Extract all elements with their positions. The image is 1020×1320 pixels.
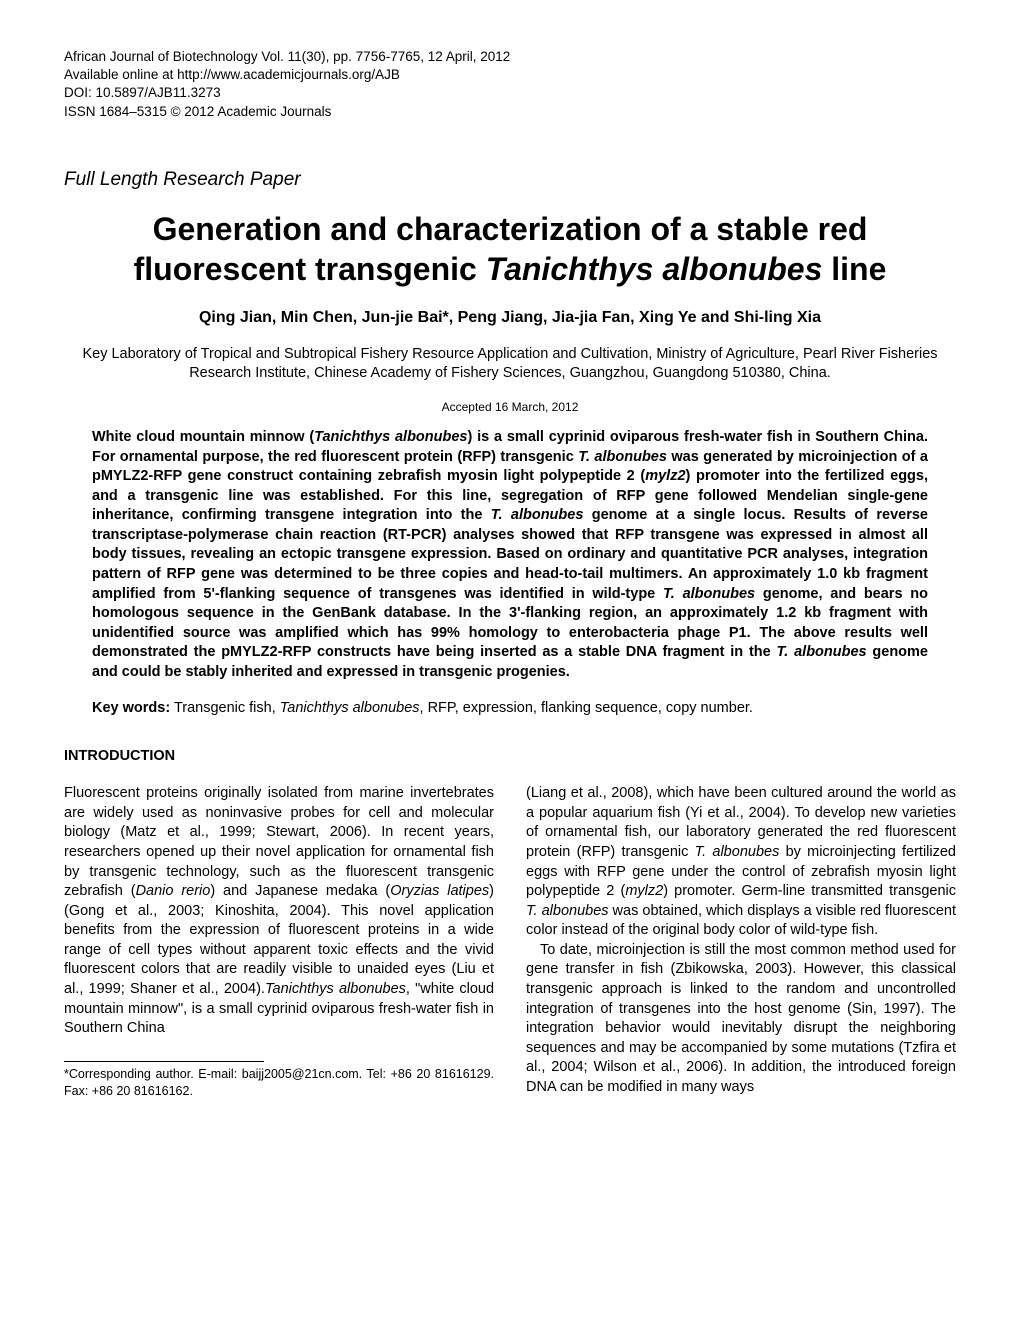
authors: Qing Jian, Min Chen, Jun-jie Bai*, Peng … [64, 309, 956, 327]
paper-title: Generation and characterization of a sta… [64, 209, 956, 289]
issn: ISSN 1684–5315 © 2012 Academic Journals [64, 103, 956, 121]
intro-paragraph-2: To date, microinjection is still the mos… [526, 941, 956, 1098]
body-text: Fluorescent proteins originally isolated… [64, 784, 956, 1099]
keywords: Key words: Transgenic fish, Tanichthys a… [92, 700, 928, 716]
introduction-heading: INTRODUCTION [64, 748, 956, 764]
journal-header: African Journal of Biotechnology Vol. 11… [64, 48, 956, 121]
title-species: Tanichthys albonubes [486, 251, 823, 287]
accepted-date: Accepted 16 March, 2012 [64, 400, 956, 414]
corresponding-author-footnote: *Corresponding author. E-mail: baijj2005… [64, 1066, 494, 1100]
affiliation: Key Laboratory of Tropical and Subtropic… [64, 345, 956, 384]
paper-type: Full Length Research Paper [64, 169, 956, 191]
abstract: White cloud mountain minnow (Tanichthys … [92, 428, 928, 682]
intro-paragraph-1: Fluorescent proteins originally isolated… [64, 784, 494, 1038]
title-post: line [822, 251, 886, 287]
journal-citation: African Journal of Biotechnology Vol. 11… [64, 48, 956, 66]
intro-paragraph-1-cont: (Liang et al., 2008), which have been cu… [526, 784, 956, 941]
online-url: Available online at http://www.academicj… [64, 66, 956, 84]
footnote-divider [64, 1061, 264, 1062]
doi: DOI: 10.5897/AJB11.3273 [64, 84, 956, 102]
keywords-label: Key words: [92, 700, 170, 716]
